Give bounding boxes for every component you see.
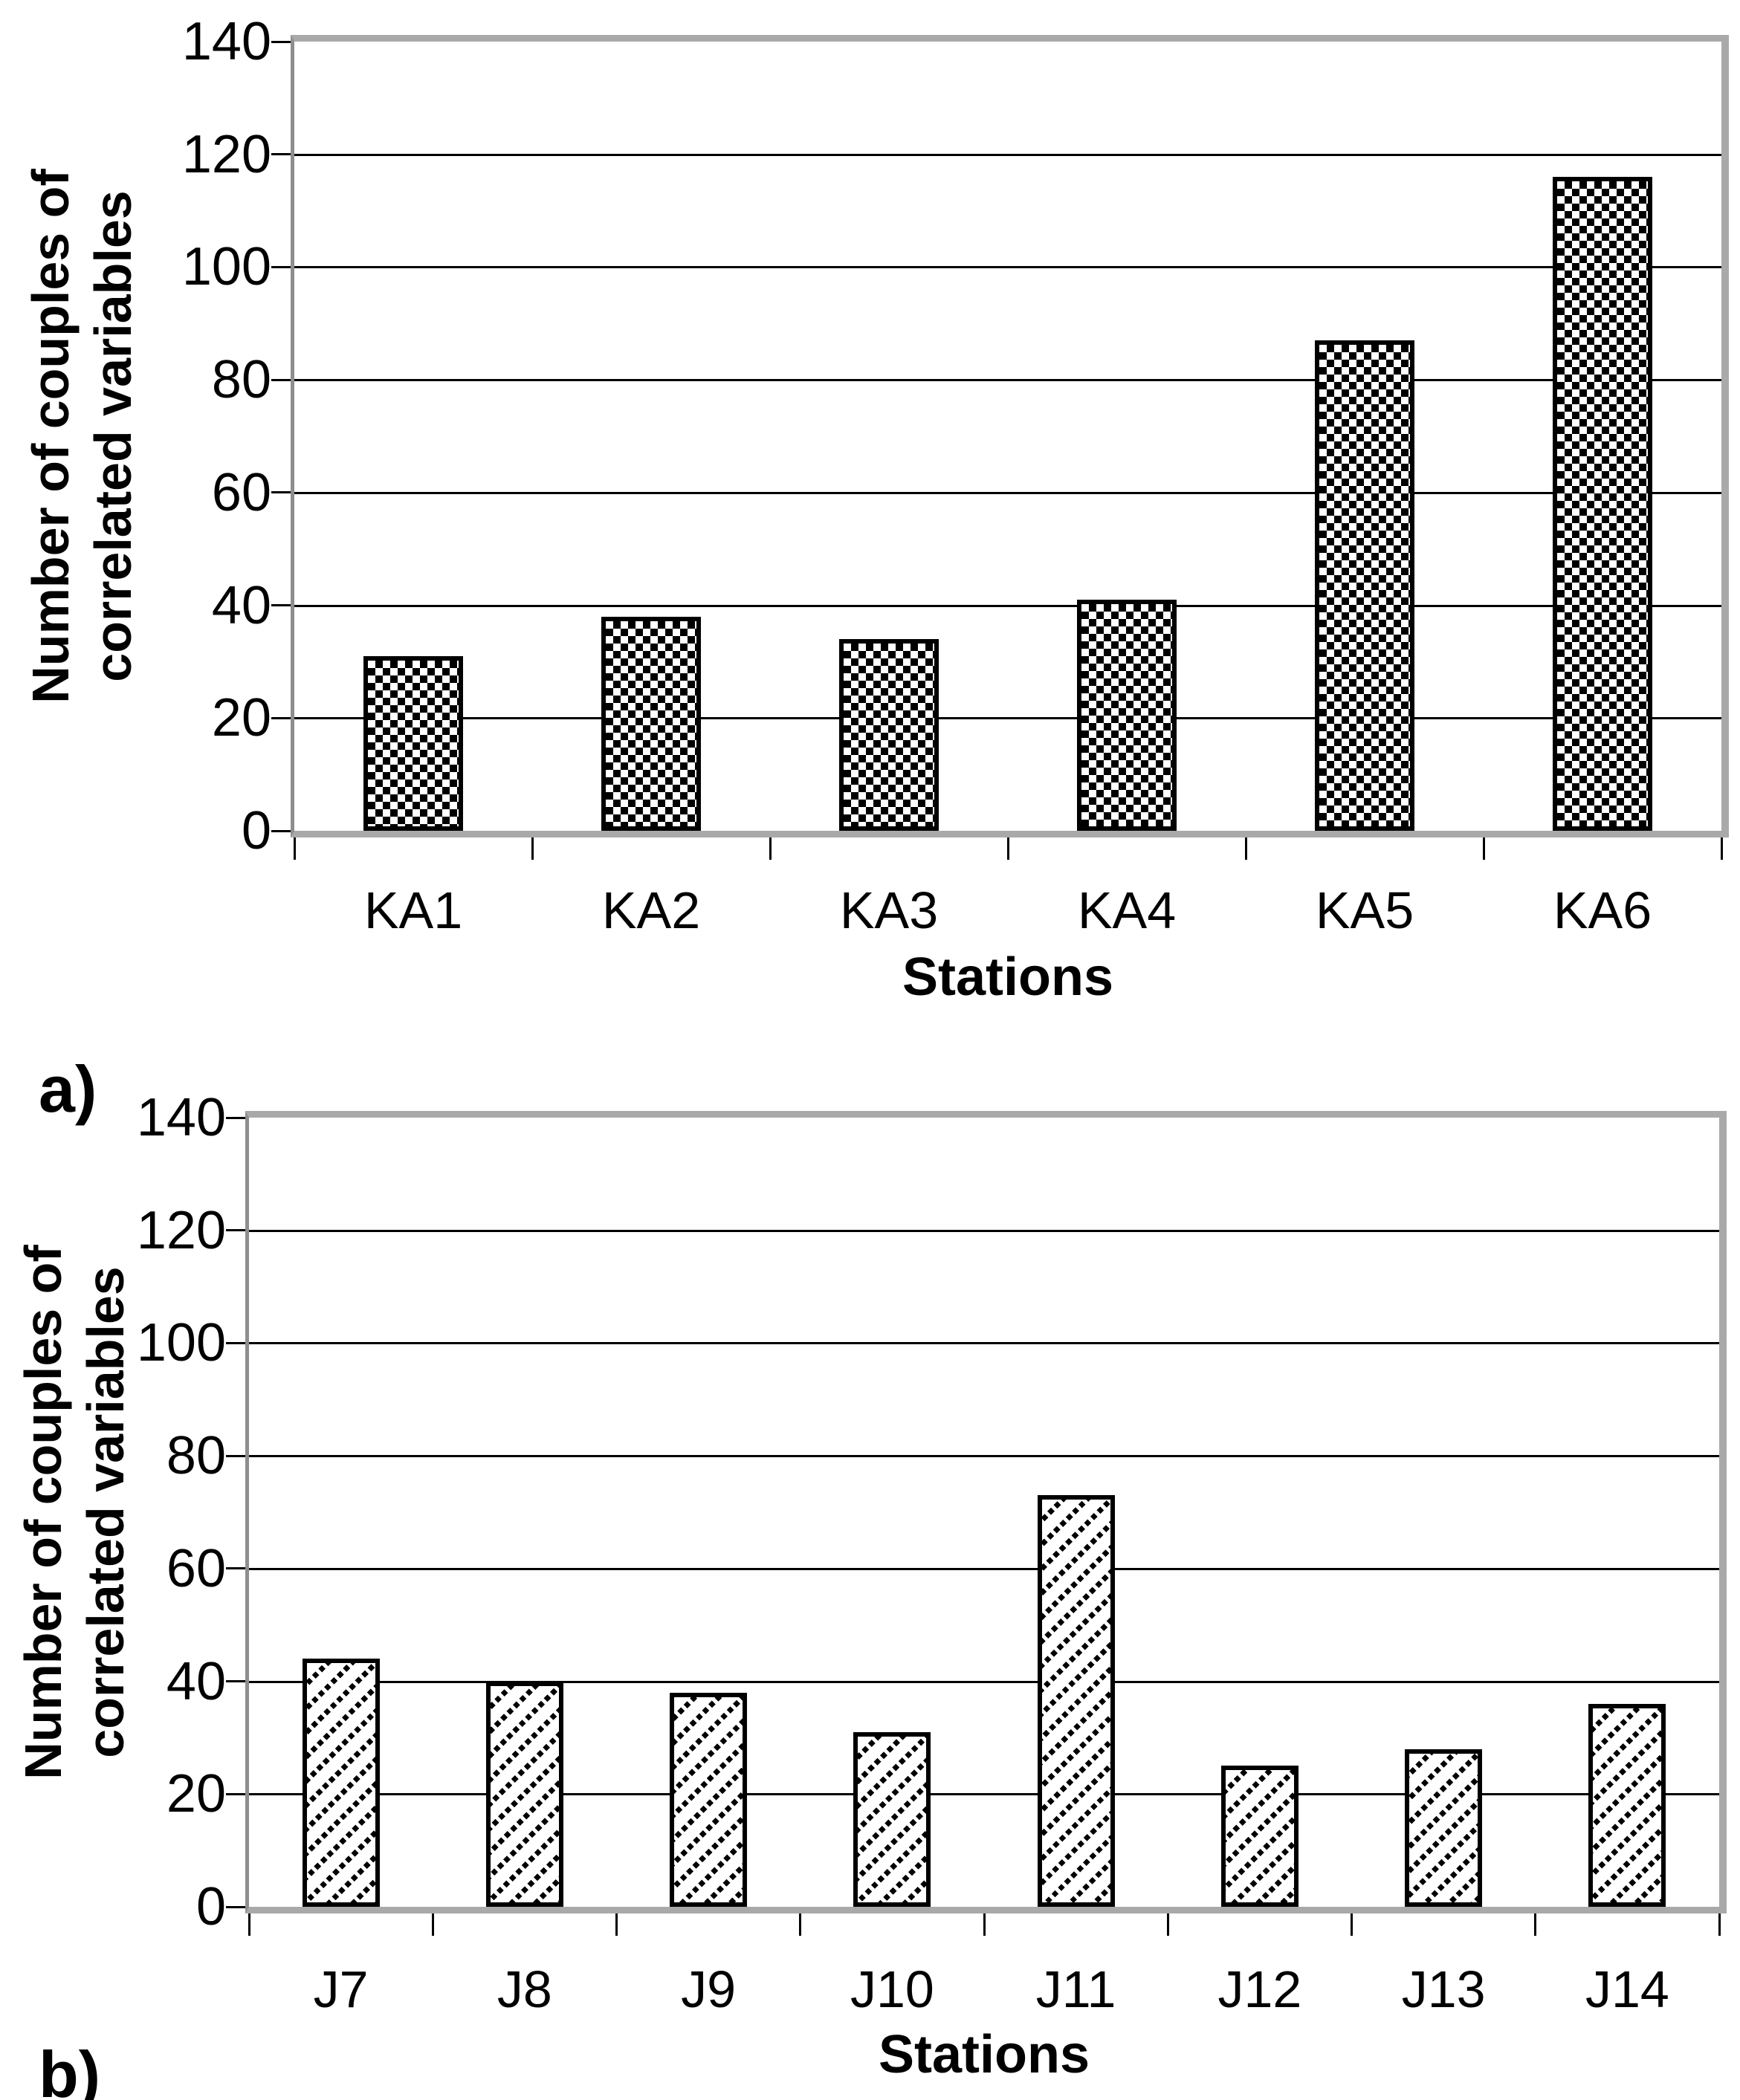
y-axis-tick — [271, 604, 291, 607]
x-axis-tick — [1482, 837, 1485, 860]
y-tick-label-120: 120 — [136, 1200, 226, 1260]
gridline-y-100 — [294, 266, 1721, 269]
y-axis-tick — [226, 1792, 245, 1795]
y-axis-tick — [271, 378, 291, 381]
y-tick-label-20: 20 — [166, 1764, 226, 1824]
x-axis-title-a: Stations — [902, 947, 1114, 1007]
x-axis-tick — [799, 1913, 802, 1936]
bar-J11 — [1037, 1495, 1115, 1907]
y-tick-label-80: 80 — [211, 350, 271, 410]
x-axis-tick — [769, 837, 772, 860]
x-category-label-J7: J7 — [313, 1960, 369, 2018]
x-axis-tick — [293, 837, 296, 860]
y-axis-tick — [226, 1341, 245, 1344]
y-tick-label-40: 40 — [211, 575, 271, 635]
y-tick-label-100: 100 — [136, 1313, 226, 1373]
gridline-y-80 — [249, 1455, 1719, 1458]
x-axis-tick — [431, 1913, 434, 1936]
y-axis-tick — [226, 1680, 245, 1683]
x-category-label-J9: J9 — [681, 1960, 737, 2018]
x-axis-tick — [248, 1913, 250, 1936]
x-category-label-KA1: KA1 — [363, 881, 463, 939]
gridline-y-40 — [249, 1680, 1719, 1683]
x-category-label-J8: J8 — [497, 1960, 552, 2018]
panel-label-b: b) — [39, 2038, 101, 2100]
x-category-label-J14: J14 — [1585, 1960, 1669, 2018]
bar-KA6 — [1553, 177, 1652, 831]
bar-J10 — [853, 1732, 931, 1907]
x-category-label-KA6: KA6 — [1553, 881, 1652, 939]
x-axis-tick — [531, 837, 534, 860]
x-axis-tick — [615, 1913, 618, 1936]
bar-J14 — [1588, 1704, 1666, 1907]
plot-area-a — [291, 35, 1729, 837]
x-category-label-KA3: KA3 — [839, 881, 939, 939]
bar-KA2 — [601, 617, 701, 831]
x-axis-tick — [1006, 837, 1009, 860]
bar-J13 — [1405, 1749, 1483, 1907]
y-axis-tick — [226, 1454, 245, 1457]
bar-KA4 — [1077, 600, 1177, 831]
gridline-y-60 — [249, 1567, 1719, 1570]
x-category-label-J11: J11 — [1035, 1960, 1116, 2018]
panel-label-a: a) — [39, 1052, 97, 1126]
gridline-y-100 — [249, 1342, 1719, 1345]
y-axis-tick — [271, 265, 291, 268]
x-axis-tick — [1166, 1913, 1169, 1936]
y-tick-label-80: 80 — [166, 1426, 226, 1486]
gridline-y-20 — [249, 1793, 1719, 1796]
y-tick-label-0: 0 — [195, 1877, 226, 1937]
y-tick-label-60: 60 — [211, 462, 271, 522]
bar-KA3 — [839, 639, 939, 831]
x-category-label-KA4: KA4 — [1077, 881, 1177, 939]
y-axis-tick — [226, 1229, 245, 1232]
y-axis-tick — [226, 1905, 245, 1908]
y-axis-tick — [226, 1567, 245, 1570]
gridline-y-80 — [294, 379, 1721, 382]
x-category-label-J12: J12 — [1217, 1960, 1302, 2018]
x-axis-tick — [1720, 837, 1723, 860]
x-category-label-J10: J10 — [850, 1960, 934, 2018]
x-axis-tick — [1244, 837, 1247, 860]
gridline-y-20 — [294, 717, 1721, 720]
bar-KA5 — [1315, 340, 1414, 831]
bar-J9 — [670, 1693, 748, 1907]
y-axis-tick — [271, 153, 291, 156]
gridline-y-120 — [249, 1229, 1719, 1232]
y-tick-label-140: 140 — [181, 12, 271, 71]
bar-KA1 — [363, 656, 463, 831]
x-axis-title-b: Stations — [878, 2025, 1090, 2084]
y-tick-label-40: 40 — [166, 1651, 226, 1711]
y-axis-tick — [271, 716, 291, 719]
bar-J7 — [302, 1659, 380, 1907]
y-tick-label-140: 140 — [136, 1088, 226, 1147]
x-axis-tick — [983, 1913, 986, 1936]
x-axis-tick — [1718, 1913, 1721, 1936]
x-category-label-KA2: KA2 — [601, 881, 701, 939]
bar-J12 — [1220, 1766, 1298, 1907]
x-axis-tick — [1351, 1913, 1353, 1936]
y-tick-label-120: 120 — [181, 124, 271, 184]
x-category-label-KA5: KA5 — [1315, 881, 1414, 939]
gridline-y-60 — [294, 491, 1721, 494]
x-axis-tick — [1534, 1913, 1537, 1936]
y-axis-tick — [226, 1116, 245, 1119]
x-category-label-J13: J13 — [1401, 1960, 1486, 2018]
gridline-y-120 — [294, 153, 1721, 156]
gridline-y-40 — [294, 604, 1721, 607]
y-tick-label-0: 0 — [241, 801, 271, 861]
y-tick-label-60: 60 — [166, 1538, 226, 1598]
y-axis-tick — [271, 491, 291, 494]
bar-J8 — [485, 1682, 563, 1907]
plot-area-b — [245, 1111, 1727, 1913]
y-axis-tick — [271, 829, 291, 832]
y-tick-label-20: 20 — [211, 688, 271, 748]
y-axis-tick — [271, 40, 291, 43]
y-tick-label-100: 100 — [181, 237, 271, 297]
